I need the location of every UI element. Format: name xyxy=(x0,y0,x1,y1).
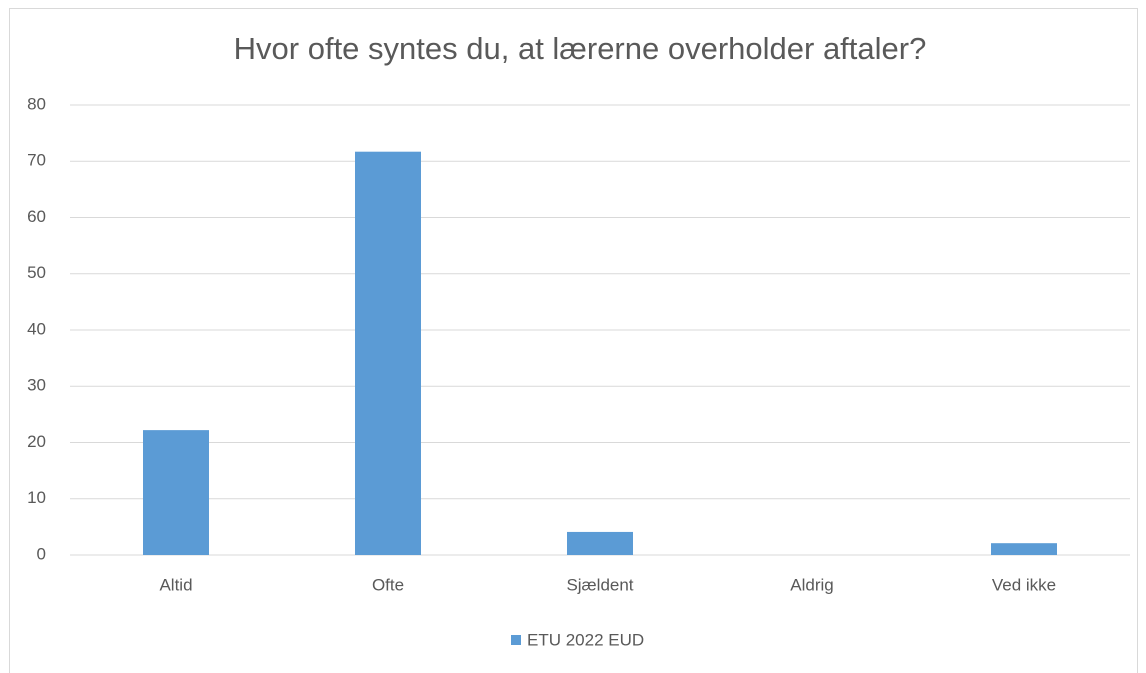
x-tick-label: Ofte xyxy=(372,575,404,594)
chart-border xyxy=(9,8,1138,673)
legend-swatch xyxy=(511,635,521,645)
y-tick-label: 10 xyxy=(27,488,46,507)
bar xyxy=(143,430,209,555)
y-tick-label: 40 xyxy=(27,319,46,338)
bar xyxy=(567,531,633,555)
legend-label: ETU 2022 EUD xyxy=(527,630,644,649)
y-tick-label: 20 xyxy=(27,432,46,451)
y-tick-label: 80 xyxy=(27,94,46,113)
x-tick-label: Sjældent xyxy=(566,575,633,594)
y-tick-label: 50 xyxy=(27,263,46,282)
x-tick-label: Ved ikke xyxy=(992,575,1056,594)
y-tick-label: 30 xyxy=(27,376,46,395)
x-tick-label: Altid xyxy=(159,575,192,594)
y-tick-label: 60 xyxy=(27,207,46,226)
x-tick-label: Aldrig xyxy=(790,575,833,594)
bar xyxy=(991,543,1057,555)
y-tick-label: 0 xyxy=(37,544,46,563)
y-tick-label: 70 xyxy=(27,151,46,170)
chart-title: Hvor ofte syntes du, at lærerne overhold… xyxy=(234,31,927,66)
bar xyxy=(355,151,421,555)
